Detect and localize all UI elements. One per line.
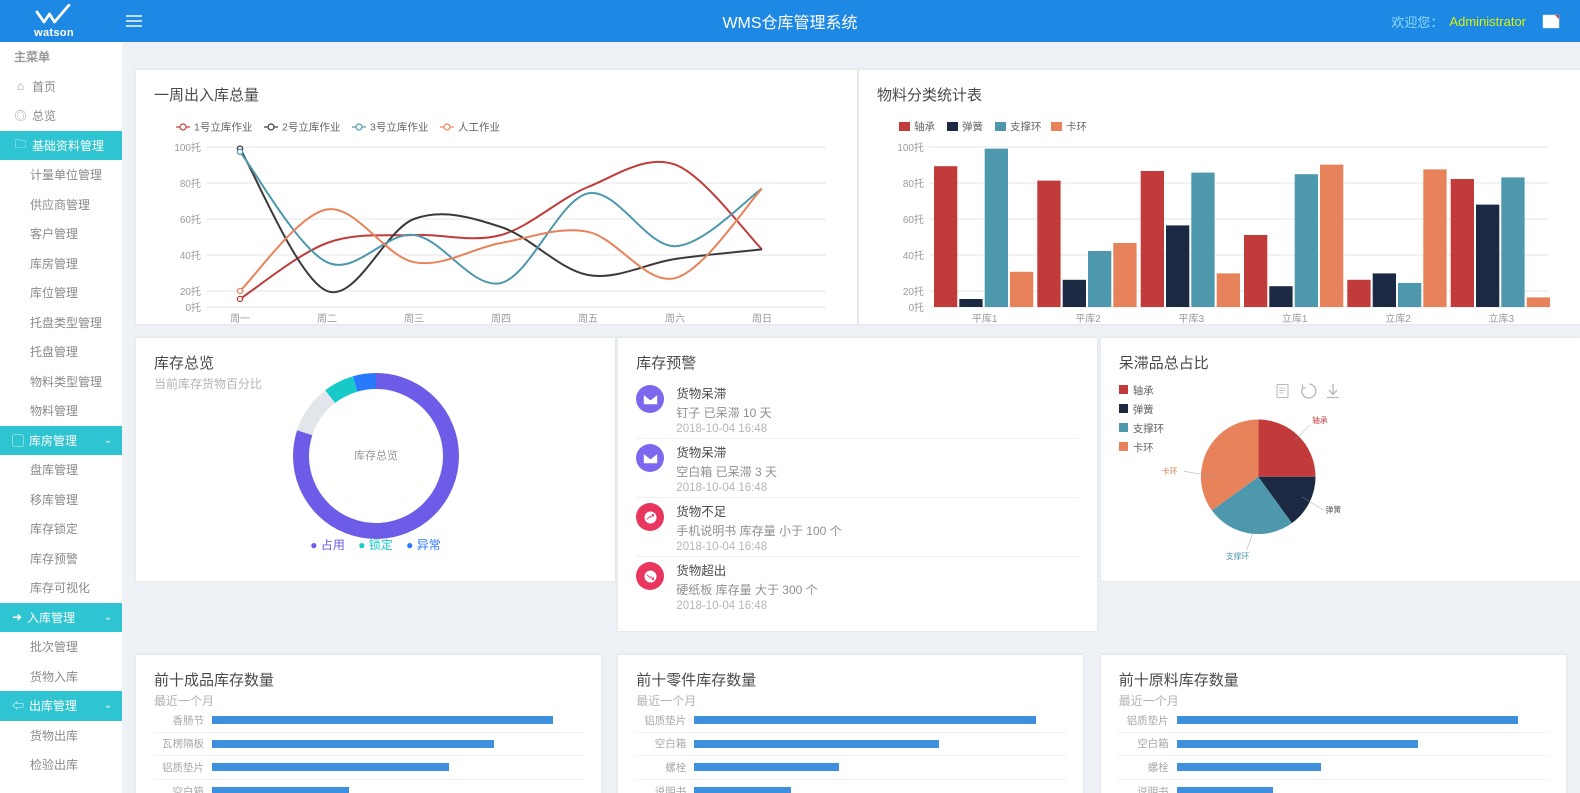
svg-text:100托: 100托 — [174, 141, 201, 154]
svg-text:周三: 周三 — [404, 313, 424, 325]
svg-text:库存总览: 库存总览 — [354, 448, 398, 462]
svg-text:周日: 周日 — [752, 313, 772, 325]
svg-text:平库3: 平库3 — [1179, 312, 1205, 325]
svg-text:立库2: 立库2 — [1385, 312, 1411, 325]
svg-text:人工作业: 人工作业 — [458, 122, 500, 134]
svg-text:周六: 周六 — [665, 313, 685, 325]
svg-text:80托: 80托 — [180, 177, 201, 190]
svg-text:0托: 0托 — [908, 301, 924, 314]
svg-text:周五: 周五 — [578, 313, 598, 325]
svg-text:周一: 周一 — [230, 313, 250, 325]
svg-text:60托: 60托 — [903, 213, 924, 226]
svg-text:卡环: 卡环 — [1162, 466, 1178, 476]
svg-text:弹簧: 弹簧 — [1325, 504, 1341, 514]
svg-text:0托: 0托 — [185, 301, 201, 314]
svg-text:平库2: 平库2 — [1075, 312, 1101, 325]
svg-text:支撑环: 支撑环 — [1010, 120, 1042, 133]
svg-text:3号立库作业: 3号立库作业 — [370, 121, 428, 134]
svg-text:80托: 80托 — [903, 177, 924, 190]
svg-text:轴承: 轴承 — [1312, 415, 1328, 425]
svg-text:1号立库作业: 1号立库作业 — [194, 121, 252, 134]
svg-text:立库3: 立库3 — [1489, 312, 1515, 325]
svg-text:2号立库作业: 2号立库作业 — [282, 121, 340, 134]
svg-text:轴承: 轴承 — [914, 120, 935, 133]
svg-text:周二: 周二 — [317, 313, 337, 325]
svg-text:立库1: 立库1 — [1282, 312, 1308, 325]
svg-text:40托: 40托 — [180, 249, 201, 262]
svg-text:卡环: 卡环 — [1066, 120, 1087, 133]
svg-text:60托: 60托 — [180, 213, 201, 226]
svg-text:100托: 100托 — [897, 141, 924, 154]
svg-text:平库1: 平库1 — [972, 312, 998, 325]
svg-text:周四: 周四 — [491, 313, 511, 325]
svg-text:20托: 20托 — [903, 285, 924, 298]
svg-text:40托: 40托 — [903, 249, 924, 262]
svg-text:弹簧: 弹簧 — [962, 120, 983, 133]
svg-text:20托: 20托 — [180, 285, 201, 298]
svg-text:支撑环: 支撑环 — [1226, 551, 1250, 561]
